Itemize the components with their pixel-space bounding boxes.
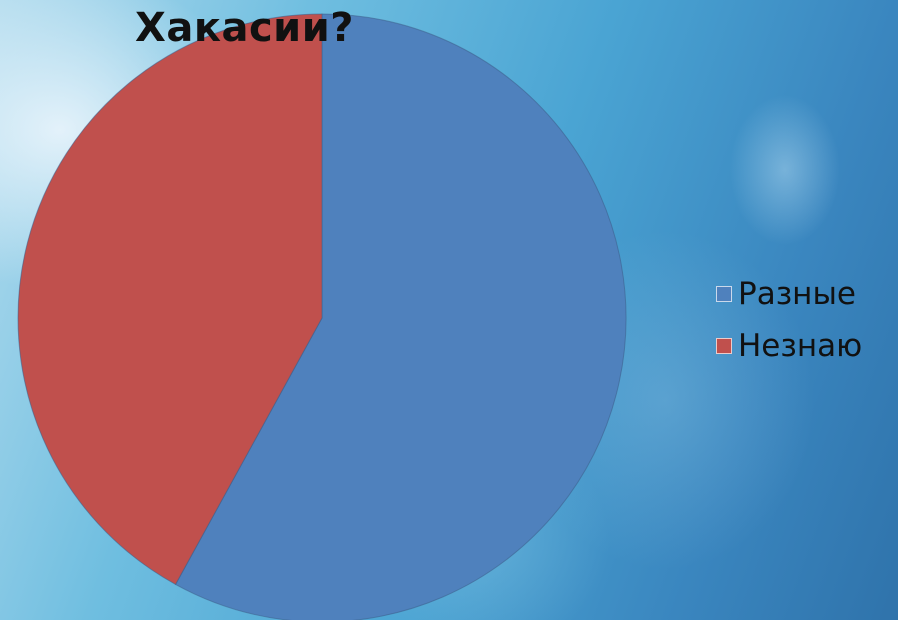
pie-slice-razny [174, 13, 627, 620]
pie-slice-neznayu [17, 13, 323, 586]
chart-title: Хакасии? [135, 5, 354, 51]
legend-swatch-razny [716, 286, 732, 302]
legend-label-neznayu: Незнаю [738, 328, 863, 364]
legend-item-razny: Разные [716, 274, 862, 314]
legend-label-razny: Разные [738, 276, 856, 312]
legend-item-neznayu: Незнаю [716, 326, 862, 366]
chart-legend: Разные Незнаю [716, 274, 862, 378]
legend-swatch-neznayu [716, 338, 732, 354]
